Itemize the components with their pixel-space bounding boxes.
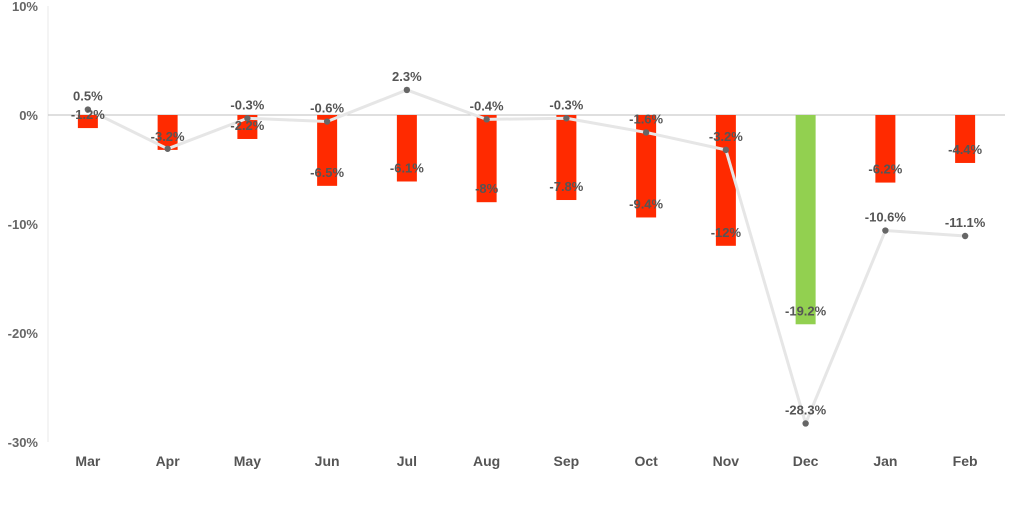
line-data-labels: 0.5% -0.3% -0.6% 2.3% -0.4% -0.3% -1.6% -3.2% -2… (73, 69, 986, 418)
x-tick-label: Jul (397, 453, 417, 469)
line-point-may (244, 115, 251, 122)
bar-mar (77, 115, 98, 129)
line-point-jul (403, 86, 411, 94)
line-label-sep: -0.3% (549, 97, 583, 112)
bar-label-oct: -9.4% (629, 196, 663, 211)
bar-jun (317, 115, 338, 186)
x-tick-label: Dec (793, 453, 819, 469)
bar-label-jun: -6.5% (310, 165, 344, 180)
bar-label-sep: -7.8% (549, 179, 583, 194)
x-tick-label: Oct (634, 453, 658, 469)
line-point-nov (722, 146, 730, 154)
bar-aug (476, 115, 497, 203)
line-point-dec (802, 420, 809, 427)
x-tick-label: Jun (315, 453, 340, 469)
bar-label-mar: -1.2% (71, 107, 105, 122)
bar-data-labels: -1.2% -3.2% -2.2% -6.5% -6.1% -8% -7.8% -9.4% -1… (71, 107, 983, 318)
line-label-feb: -11.1% (945, 215, 986, 230)
bar-label-jul: -6.1% (390, 160, 424, 175)
x-tick-label: Nov (713, 453, 740, 469)
bar-dec (795, 115, 816, 325)
line-point-sep (563, 115, 570, 122)
x-tick-label: Jan (873, 453, 897, 469)
line-series (84, 86, 969, 427)
x-axis: Mar Apr May Jun Jul Aug Sep Oct Nov Dec Jan Feb (75, 453, 977, 469)
line-label-nov: -3.2% (709, 129, 743, 144)
bar-label-jan: -6.2% (868, 162, 902, 177)
bar-label-may: -2.2% (230, 118, 264, 133)
line-point-jun (323, 118, 331, 125)
x-tick-label: Apr (156, 453, 181, 469)
line-label-aug: -0.4% (470, 98, 504, 113)
y-tick-label: -20% (8, 326, 39, 341)
line-label-may: -0.3% (230, 97, 264, 112)
y-tick-label: -30% (8, 435, 39, 450)
bar-jan (875, 115, 896, 183)
y-tick-label: -10% (8, 217, 39, 232)
x-tick-label: Aug (473, 453, 500, 469)
bar-feb (955, 115, 976, 163)
line-label-jun: -0.6% (310, 101, 344, 116)
y-tick-label: 10% (12, 0, 38, 14)
x-tick-label: May (234, 453, 261, 469)
x-tick-label: Sep (554, 453, 580, 469)
line-label-jan: -10.6% (865, 210, 907, 225)
bar-oct (636, 115, 657, 218)
x-tick-label: Feb (953, 453, 978, 469)
bar-jul (396, 115, 417, 182)
bar-series (77, 115, 976, 325)
bar-label-dec: -19.2% (785, 303, 827, 318)
line-label-mar: 0.5% (73, 89, 103, 104)
y-tick-label: 0% (19, 108, 38, 123)
x-tick-label: Mar (75, 453, 100, 469)
bar-label-feb: -4.4% (948, 142, 982, 157)
y-axis: 10% 0% -10% -20% -30% (8, 0, 1005, 450)
line-label-jul: 2.3% (392, 69, 422, 84)
line-point-aug (483, 116, 490, 123)
line-point-apr (164, 145, 171, 152)
line-label-dec: -28.3% (785, 402, 827, 417)
bar-apr (157, 115, 178, 150)
line-point-feb (961, 232, 969, 240)
line-path (87, 88, 966, 425)
bar-label-aug: -8% (475, 181, 499, 196)
line-point-oct (642, 129, 650, 136)
line-label-oct: -1.6% (629, 111, 663, 126)
line-point-mar (84, 106, 92, 113)
bar-label-nov: -12% (711, 225, 742, 240)
line-point-jan (882, 227, 889, 234)
bar-sep (556, 115, 577, 201)
bar-label-apr: -3.2% (151, 129, 185, 144)
